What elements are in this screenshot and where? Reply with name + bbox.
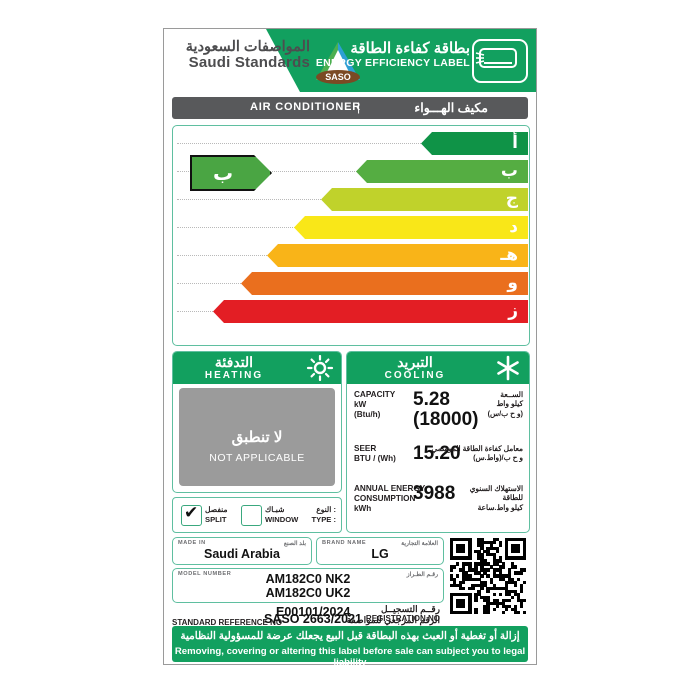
- selected-rating-glyph: ب: [212, 161, 234, 185]
- model-caption-arabic: رقـم الطـراز: [406, 572, 438, 578]
- cooling-row-label-arabic: معامل كفاءة الطاقة الموسمي و ح ب/(واط.س): [431, 444, 523, 463]
- brand-value: LG: [371, 547, 389, 561]
- type-label-english: TYPE :: [311, 514, 336, 524]
- split-label: منفصل SPLIT: [205, 505, 228, 525]
- cooling-row-label-arabic: الســعة كيلو واط (و ح ب/س): [487, 390, 523, 418]
- cooling-title-arabic: التبريد: [397, 354, 433, 370]
- rating-bar-glyph: و: [507, 273, 518, 293]
- model-number-box: MODEL NUMBER رقـم الطـراز AM182C0 NK2 AM…: [172, 568, 444, 603]
- heating-title-english: HEATING: [204, 370, 264, 381]
- model-caption-english: MODEL NUMBER: [178, 571, 232, 577]
- cooling-row-value: 15.20: [413, 443, 461, 464]
- saso-logo-text: SASO: [325, 72, 351, 82]
- footer-text-english: Removing, covering or altering this labe…: [174, 646, 526, 668]
- legal-footer: إزالة أو تغطية أو العبث بهذه البطاقة قبل…: [172, 626, 528, 668]
- brand-box: BRAND NAME العلامة التجارية LG: [316, 537, 444, 565]
- registration-number: E00101/2024: [276, 605, 351, 619]
- rating-bar-glyph: ب: [500, 161, 518, 181]
- type-selector-row: ✔ منفصل SPLIT شبـاك WINDOW النوع : TYPE …: [172, 497, 342, 533]
- energy-label-title-arabic: بطاقة كفاءة الطاقة: [350, 40, 470, 57]
- saso-name-arabic: المواصفات السعودية: [185, 39, 310, 55]
- rating-bar-7: ز: [213, 300, 528, 323]
- rating-bar-5: هـ: [267, 244, 528, 267]
- rating-bar-glyph: ج: [505, 189, 518, 209]
- energy-rating-chart: ب أ ب ج د هـ و ز: [172, 125, 530, 346]
- qr-code-icon: [450, 538, 527, 615]
- product-type-english: AIR CONDITIONER: [250, 101, 361, 113]
- type-label: النوع : TYPE :: [312, 505, 336, 525]
- made-in-caption-arabic: بلد الصنع: [283, 541, 306, 547]
- rating-bar-glyph: ز: [508, 301, 518, 321]
- heating-status-arabic: لا تنطبق: [231, 429, 283, 446]
- check-icon: ✔: [184, 503, 199, 523]
- product-type-separator: |: [357, 100, 361, 114]
- rating-bar-4: د: [294, 216, 528, 239]
- window-label-english: WINDOW: [265, 514, 299, 524]
- registration-label-arabic: رقــم التسجيــل: [380, 604, 440, 614]
- rating-bar-glyph: أ: [512, 133, 518, 153]
- rating-gridline: [177, 143, 527, 144]
- window-label: شبـاك WINDOW: [265, 505, 298, 525]
- product-type-arabic: مكيف الهـــواء: [414, 101, 488, 115]
- cooling-header: التبريد COOLING: [347, 352, 529, 384]
- standard-label-arabic: الرقم المرجعي للمواصفة: [346, 615, 440, 625]
- brand-caption-english: BRAND NAME: [322, 540, 367, 546]
- split-label-arabic: منفصل: [205, 505, 228, 514]
- cooling-panel: التبريد COOLING CAPACITY kW (Btu/h) 5.28 (18…: [346, 351, 530, 533]
- made-in-value: Saudi Arabia: [204, 547, 280, 561]
- energy-label-title-english: ENERGY EFFICIENCY LABEL: [315, 57, 470, 70]
- window-label-arabic: شبـاك: [265, 505, 285, 514]
- cooling-row-label-english: ANNUAL ENERGY CONSUMPTION kWh: [354, 484, 426, 513]
- heating-title-arabic: التدفئة: [214, 354, 254, 370]
- window-checkbox[interactable]: [241, 505, 262, 526]
- snowflake-icon: [497, 355, 519, 381]
- rating-bar-6: و: [241, 272, 528, 295]
- label-header: المواصفات السعودية Saudi Standards SASO …: [164, 29, 536, 92]
- energy-efficiency-label: المواصفات السعودية Saudi Standards SASO …: [163, 28, 537, 668]
- saso-name-english: Saudi Standards: [188, 54, 310, 72]
- standard-label-english: STANDARD REFERENCE NO: [172, 618, 283, 627]
- sun-icon: [306, 355, 334, 381]
- model-number-line1: AM182C0 NK2: [265, 572, 351, 586]
- saso-branding: المواصفات السعودية Saudi Standards SASO: [172, 39, 372, 85]
- energy-label-title: بطاقة كفاءة الطاقة ENERGY EFFICIENCY LAB…: [316, 40, 470, 69]
- footer-text-arabic: إزالة أو تغطية أو العبث بهذه البطاقة قبل…: [180, 630, 520, 642]
- air-conditioner-icon: [472, 39, 528, 83]
- cooling-row-label-english: SEER BTU / (Wh): [354, 444, 396, 463]
- made-in-caption-english: MADE IN: [178, 540, 206, 546]
- model-number-line2: AM182C0 UK2: [265, 586, 351, 600]
- split-checkbox[interactable]: ✔: [181, 503, 202, 526]
- registration-label-english: REGISTRATION NO: [365, 614, 440, 623]
- heating-panel: التدفئة HEATING لا تنطبق NOT APPLICABLE: [172, 351, 342, 493]
- product-type-bar: AIR CONDITIONER | مكيف الهـــواء: [172, 97, 528, 119]
- rating-bar-glyph: هـ: [500, 245, 518, 265]
- rating-bar-3: ج: [321, 188, 528, 211]
- brand-caption-arabic: العلامة التجارية: [401, 541, 438, 547]
- cooling-row-value: 3988: [413, 483, 456, 504]
- cooling-row-label-arabic: الاستهلاك السنوي للطاقة كيلو واط.ساعة: [469, 484, 523, 512]
- rating-bar-glyph: د: [509, 217, 518, 237]
- split-label-english: SPLIT: [205, 514, 227, 524]
- type-label-arabic: النوع :: [316, 505, 336, 514]
- saso-text: المواصفات السعودية Saudi Standards: [186, 39, 310, 72]
- heating-not-applicable: لا تنطبق NOT APPLICABLE: [179, 388, 335, 486]
- cooling-title-english: COOLING: [384, 370, 446, 381]
- cooling-row-value: 5.28 (18000): [413, 389, 479, 431]
- saso-logo-icon: SASO: [316, 42, 360, 84]
- rating-gridline: [177, 171, 527, 172]
- standard-reference-number: SASO 2663/2021: [264, 612, 362, 626]
- selected-rating-pointer: ب: [190, 155, 272, 191]
- heating-status-english: NOT APPLICABLE: [209, 452, 305, 464]
- made-in-box: MADE IN بلد الصنع Saudi Arabia: [172, 537, 312, 565]
- rating-bar-2: ب: [356, 160, 528, 183]
- rating-bar-1: أ: [421, 132, 528, 155]
- heating-header: التدفئة HEATING: [173, 352, 341, 384]
- cooling-row-label-english: CAPACITY kW (Btu/h): [354, 390, 396, 419]
